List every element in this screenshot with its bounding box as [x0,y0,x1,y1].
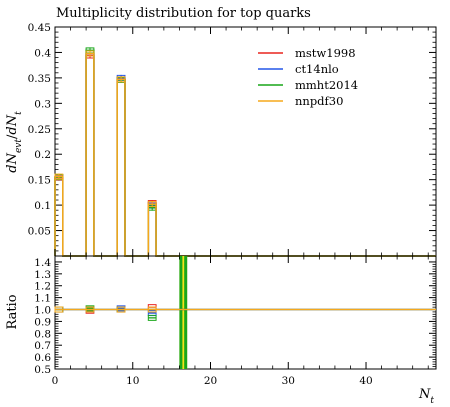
ratio-y-tick-label: 0.7 [34,340,51,352]
histogram-mstw1998 [54,54,436,257]
x-tick-label: 40 [359,375,372,387]
ratio-y-tick-label: 1.2 [34,281,51,293]
ratio-y-tick-label: 0.5 [34,364,51,376]
main-y-tick-label: 0.4 [34,47,51,59]
main-y-tick-label: 0.35 [28,73,51,85]
x-tick-label: 0 [52,375,59,387]
ratio-y-tick-label: 0.8 [34,328,51,340]
ratio-frame [54,255,437,370]
histogram-ct14nlo [54,52,436,257]
main-y-tick-label: 0.25 [28,124,51,136]
main-y-tick-label: 0.2 [34,149,51,161]
ratio-y-tick-label: 1.4 [34,257,51,269]
histogram-nnpdf30 [54,52,436,257]
x-tick-label: 20 [204,375,217,387]
main-y-tick-label: 0.1 [34,200,51,212]
ratio-y-tick-label: 1.3 [34,269,51,281]
ratio-panel: 0.50.60.70.80.91.01.11.21.31.4 [34,255,437,376]
main-y-tick-label: 0.3 [34,98,51,110]
histogram-mmht2014 [54,49,436,257]
ratio-y-tick-label: 1.1 [34,293,51,305]
main-y-tick-label: 0.15 [28,175,51,187]
x-axis-label: Nt [418,387,434,406]
main-y-tick-label: 0.05 [28,226,51,238]
axis-labels: dNevt/dNt Ratio Nt [5,111,434,406]
legend: mstw1998 ct14nlo mmht2014 nnpdf30 [258,46,358,108]
legend-label-ct14nlo: ct14nlo [295,62,339,76]
x-axis: 0 10 20 30 40 [52,27,429,387]
ratio-y-tick-label: 0.9 [34,316,51,328]
ratio-y-axis-label: Ratio [5,294,20,329]
main-panel: 0.05 0.1 0.15 0.2 0.25 0.3 0.35 0.4 0.45 [28,22,437,257]
main-frame [54,26,437,257]
legend-label-mmht2014: mmht2014 [295,78,358,92]
main-y-tick-label: 0.45 [28,22,51,34]
legend-label-mstw1998: mstw1998 [295,46,356,60]
x-tick-label: 10 [126,375,139,387]
ratio-y-tick-label: 0.6 [34,352,51,364]
chart-title: Multiplicity distribution for top quarks [56,6,311,21]
ratio-y-tick-label: 1.0 [34,305,51,317]
ratio-uncertainty-band [179,256,188,369]
legend-label-nnpdf30: nnpdf30 [295,94,343,108]
main-y-axis-label: dNevt/dNt [5,111,24,173]
x-tick-label: 30 [282,375,295,387]
